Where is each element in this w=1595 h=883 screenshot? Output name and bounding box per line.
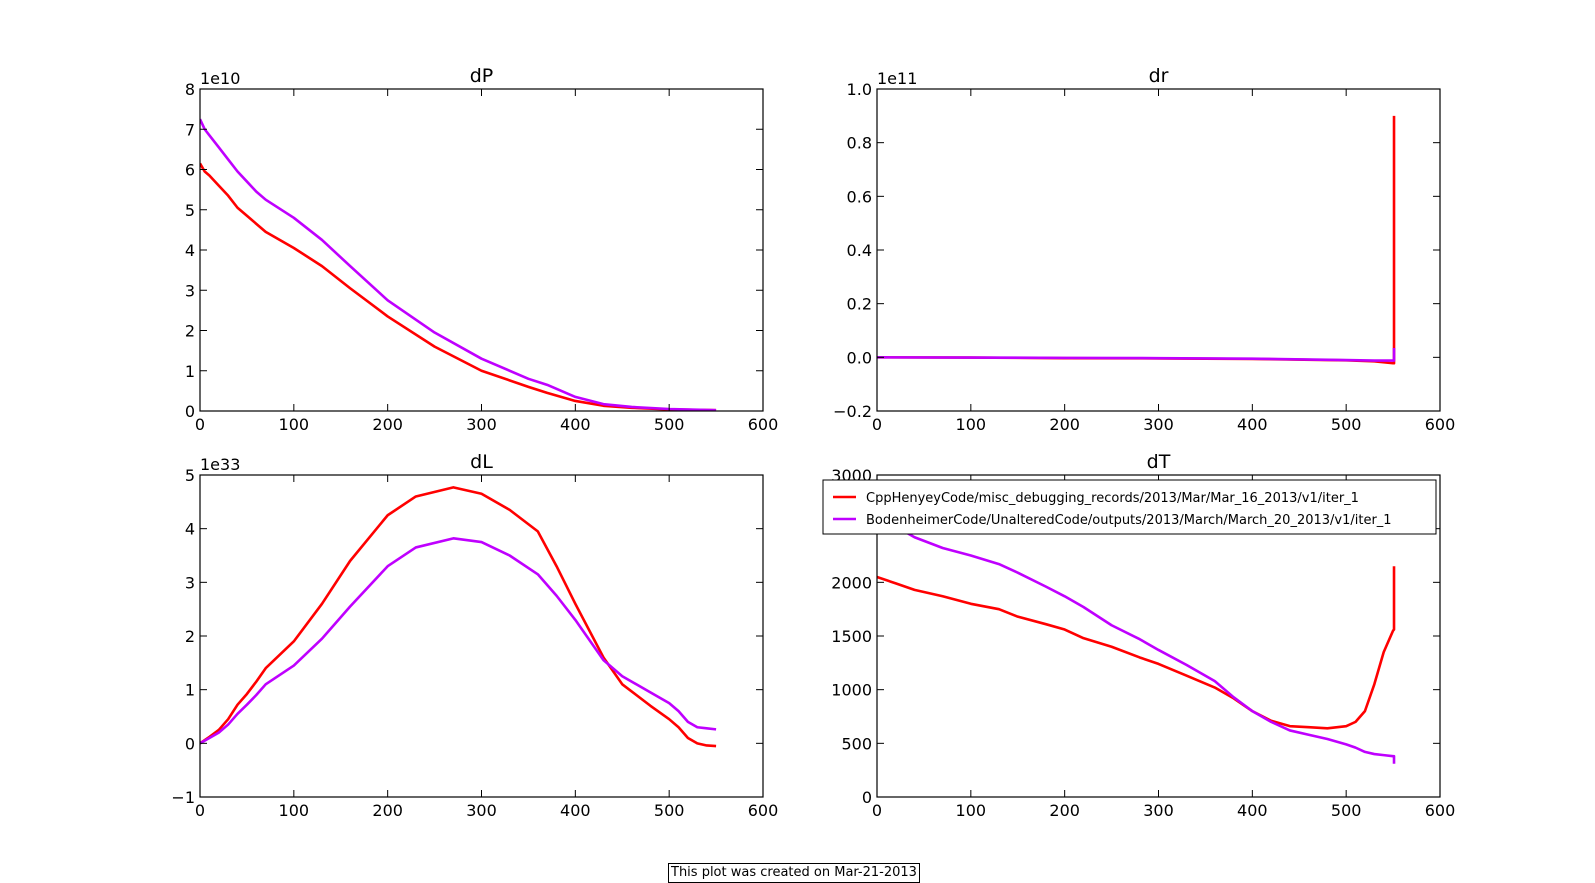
series-line-1 [877, 566, 1396, 730]
y-tick-label: 1 [185, 681, 195, 700]
x-tick-label: 0 [195, 415, 205, 434]
y-tick-label: 0.8 [847, 134, 872, 153]
x-tick-label: 600 [748, 801, 779, 820]
series-line-1 [200, 486, 717, 748]
x-tick-label: 600 [1425, 801, 1456, 820]
x-tick-label: 600 [1425, 415, 1456, 434]
y-tick-label: 7 [185, 120, 195, 139]
subplot-title: dT [1147, 451, 1171, 473]
y-tick-label: 1500 [831, 627, 872, 646]
y-tick-label: 3 [185, 281, 195, 300]
subplot-title: dL [470, 451, 493, 473]
y-tick-label: 5 [185, 201, 195, 220]
series-line-2 [877, 347, 1396, 362]
y-tick-label: −0.2 [833, 402, 872, 421]
x-tick-label: 300 [1143, 801, 1174, 820]
y-tick-label: 5 [185, 466, 195, 485]
y-tick-label: 1 [185, 362, 195, 381]
x-tick-label: 0 [195, 801, 205, 820]
y-tick-label: 0 [185, 734, 195, 753]
series-line-2 [200, 537, 717, 745]
subplot-dt: 0100200300400500600050010001500200025003… [831, 451, 1455, 820]
y-tick-label: 2 [185, 322, 195, 341]
y-tick-label: 0.4 [847, 241, 872, 260]
y-tick-label: 3 [185, 573, 195, 592]
axis-offset-label: 1e11 [877, 69, 917, 88]
x-tick-label: 300 [466, 415, 497, 434]
series-line-2 [877, 520, 1396, 764]
y-tick-label: 1000 [831, 681, 872, 700]
x-tick-label: 500 [1331, 415, 1362, 434]
x-tick-label: 0 [872, 415, 882, 434]
plot-frame [199, 88, 764, 412]
y-tick-label: 4 [185, 520, 195, 539]
legend-label-1: CppHenyeyCode/misc_debugging_records/201… [866, 491, 1359, 506]
axis-offset-label: 1e10 [200, 69, 240, 88]
y-tick-label: −1 [171, 788, 195, 807]
x-tick-label: 400 [560, 415, 591, 434]
plot-frame [199, 474, 764, 798]
subplot-dp: 0 100 200 300 400 500 600 0 1 2 3 4 5 6 7 8 dP 1e10 [185, 65, 778, 434]
legend-label-2: BodenheimerCode/UnalteredCode/outputs/20… [866, 513, 1392, 528]
y-tick-label: 1.0 [847, 80, 872, 99]
subplot-dr: 0 100 200 300 400 500 600 −0.2 0.0 0.2 0.4 0.6 0.8 1.… [833, 65, 1455, 434]
x-tick-label: 300 [466, 801, 497, 820]
y-tick-label: 6 [185, 161, 195, 180]
x-tick-label: 200 [1049, 801, 1080, 820]
y-tick-label: 2 [185, 627, 195, 646]
x-tick-label: 200 [372, 415, 403, 434]
footer-note: This plot was created on Mar-21-2013 [668, 863, 920, 883]
subplot-title: dr [1149, 65, 1169, 87]
x-tick-label: 200 [372, 801, 403, 820]
x-tick-label: 300 [1143, 415, 1174, 434]
legend: CppHenyeyCode/misc_debugging_records/201… [822, 479, 1437, 535]
x-tick-label: 400 [1237, 801, 1268, 820]
legend-box [822, 479, 1437, 535]
y-tick-label: 0.2 [847, 295, 872, 314]
y-tick-label: 2000 [831, 573, 872, 592]
x-tick-label: 100 [279, 801, 310, 820]
plot-frame [876, 88, 1441, 412]
x-tick-label: 400 [1237, 415, 1268, 434]
y-tick-label: 500 [841, 734, 872, 753]
x-tick-label: 100 [956, 801, 987, 820]
y-tick-label: 0 [185, 402, 195, 421]
y-tick-label: 8 [185, 80, 195, 99]
x-tick-label: 600 [748, 415, 779, 434]
x-tick-label: 0 [872, 801, 882, 820]
y-tick-label: 0.6 [847, 187, 872, 206]
y-tick-label: 0.0 [847, 348, 872, 367]
series-line-2 [200, 118, 717, 411]
series-line-1 [200, 162, 717, 411]
y-tick-label: 0 [862, 788, 872, 807]
x-tick-label: 400 [560, 801, 591, 820]
y-tick-label: 4 [185, 241, 195, 260]
axis-offset-label: 1e33 [200, 455, 240, 474]
series-line-1 [877, 115, 1396, 365]
x-tick-label: 500 [654, 801, 685, 820]
x-tick-label: 500 [654, 415, 685, 434]
subplot-title: dP [470, 65, 494, 87]
x-tick-label: 200 [1049, 415, 1080, 434]
x-tick-label: 500 [1331, 801, 1362, 820]
x-tick-label: 100 [956, 415, 987, 434]
x-tick-label: 100 [279, 415, 310, 434]
